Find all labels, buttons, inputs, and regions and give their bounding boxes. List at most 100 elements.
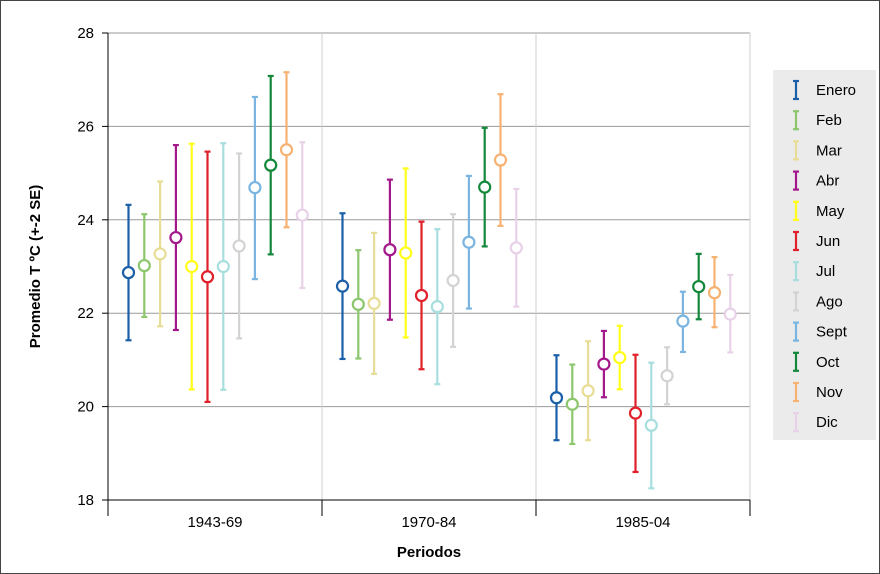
legend-item-feb: Feb <box>793 110 842 131</box>
errorbar-nov-2 <box>707 256 722 329</box>
errorbar-ago-0 <box>232 152 246 340</box>
data-point <box>216 259 230 274</box>
legend-label: Abr <box>816 173 839 190</box>
errorbar-oct-1 <box>478 126 492 248</box>
errorbar-ago-1 <box>446 213 460 348</box>
legend-label: Oct <box>816 354 840 371</box>
legend-item-dic: Dic <box>793 412 838 433</box>
errorbar-feb-1 <box>351 249 365 360</box>
legend-label: May <box>816 203 845 220</box>
data-point <box>335 279 350 293</box>
data-point <box>279 143 294 157</box>
legend-item-sept: Sept <box>793 321 848 342</box>
data-point <box>264 158 278 172</box>
data-point <box>383 243 397 257</box>
data-point <box>692 279 706 294</box>
errorbar-feb-0 <box>137 213 151 319</box>
errorbar-jun-2 <box>628 353 643 474</box>
legend-item-mar: Mar <box>793 140 842 161</box>
data-point <box>565 397 579 411</box>
errorbar-nov-1 <box>493 93 508 227</box>
legend-label: Jul <box>816 263 835 280</box>
y-tick-label: 18 <box>77 492 94 509</box>
legend-item-abr: Abr <box>793 170 839 191</box>
data-point <box>676 314 690 328</box>
y-tick-label: 28 <box>77 25 94 42</box>
errorbar-sept-1 <box>462 174 476 310</box>
errorbar-enero-2 <box>549 354 564 442</box>
legend-label: Sept <box>816 324 848 341</box>
data-point <box>200 270 215 284</box>
legend-item-oct: Oct <box>793 351 840 372</box>
data-point <box>121 265 136 280</box>
data-point <box>644 418 658 432</box>
errorbar-jul-0 <box>216 142 230 391</box>
data-point <box>185 259 199 274</box>
errorbar-may-0 <box>185 142 199 391</box>
y-tick-label: 24 <box>77 212 94 229</box>
errorbar-feb-2 <box>565 363 579 446</box>
legend-label: Jun <box>816 233 840 250</box>
y-axis-title: Promedio T ºC (+-2 SE) <box>27 185 44 348</box>
errorbar-nov-0 <box>279 71 294 229</box>
data-point <box>707 286 722 300</box>
x-tick-label: 1970-84 <box>401 514 456 531</box>
errorbar-enero-0 <box>121 203 136 342</box>
data-point <box>446 273 460 288</box>
legend-label: Nov <box>816 384 843 401</box>
legend-box <box>773 70 876 440</box>
errorbar-ago-2 <box>660 346 674 406</box>
legend-item-jul: Jul <box>793 261 835 282</box>
errorbar-mar-1 <box>367 231 381 376</box>
legend-label: Dic <box>816 414 838 431</box>
data-point <box>462 235 476 249</box>
data-point <box>295 208 309 222</box>
data-point <box>399 246 413 260</box>
legend-item-nov: Nov <box>793 381 843 403</box>
errorbar-mar-2 <box>581 340 595 442</box>
data-point <box>478 180 492 194</box>
errorbar-may-2 <box>613 324 627 391</box>
errorbar-oct-2 <box>692 252 706 321</box>
y-tick-label: 26 <box>77 118 94 135</box>
errorbar-dic-2 <box>723 273 737 354</box>
legend-item-ago: Ago <box>793 291 843 312</box>
y-tick-label: 22 <box>77 305 94 322</box>
data-point <box>628 406 643 420</box>
errorbar-oct-0 <box>264 74 278 256</box>
errorbar-abr-1 <box>383 178 397 321</box>
data-point <box>581 384 595 398</box>
legend-label: Ago <box>816 293 843 310</box>
legend-label: Mar <box>816 142 842 159</box>
data-point <box>351 297 365 311</box>
x-tick-label: 1985-04 <box>615 514 670 531</box>
grid-lines <box>108 32 751 501</box>
data-point <box>549 391 564 405</box>
data-point <box>414 288 429 303</box>
errorbar-enero-1 <box>335 212 350 361</box>
data-point <box>232 239 246 253</box>
data-point <box>153 247 167 261</box>
errorbar-jul-1 <box>430 228 444 386</box>
data-marks <box>121 71 737 490</box>
data-point <box>509 241 523 255</box>
errorbar-abr-2 <box>597 329 611 399</box>
y-tick-labels: 18 20 22 24 26 28 <box>77 25 94 509</box>
data-point <box>169 230 183 245</box>
data-point <box>367 296 381 310</box>
errorbar-abr-0 <box>169 143 183 332</box>
errorbar-dic-0 <box>295 141 309 290</box>
errorbar-jun-0 <box>200 150 215 404</box>
data-point <box>660 369 674 383</box>
legend-item-enero: Enero <box>793 79 856 101</box>
x-tick-labels: 1943-69 1970-84 1985-04 <box>187 514 670 531</box>
errorbar-sept-2 <box>676 290 690 354</box>
data-point <box>248 180 262 195</box>
data-point <box>613 350 627 365</box>
errorbar-jun-1 <box>414 220 429 371</box>
data-point <box>137 258 151 273</box>
data-point <box>493 153 508 167</box>
x-axis-title: Periodos <box>397 544 461 561</box>
legend-label: Feb <box>816 112 842 129</box>
errorbar-dic-1 <box>509 187 523 308</box>
